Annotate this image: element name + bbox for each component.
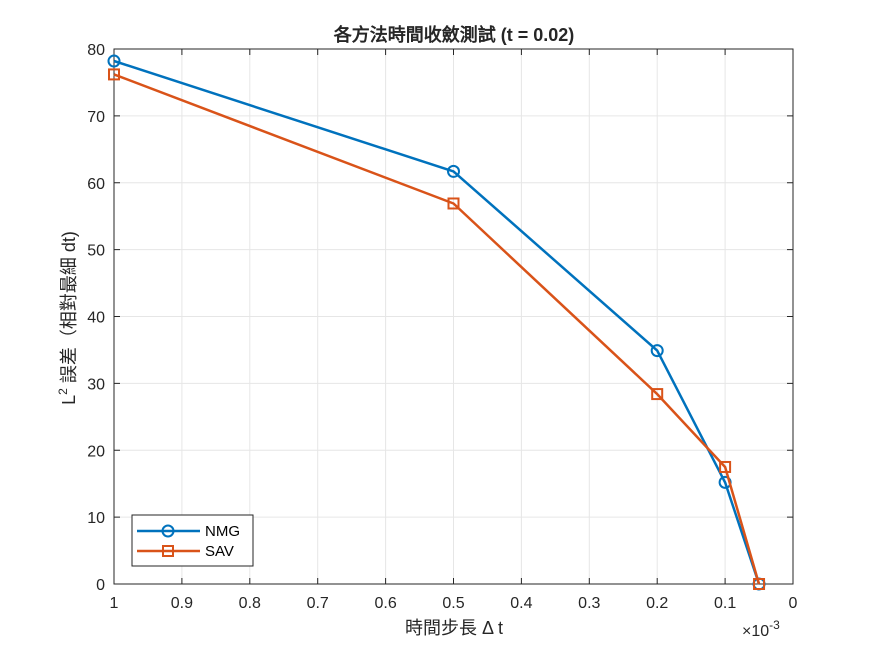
x-axis-label: 時間步長 Δ t	[405, 618, 503, 638]
y-axis-label-sup: 2	[56, 388, 70, 395]
legend-box	[131, 514, 254, 567]
y-tick-label: 60	[87, 176, 105, 193]
chart-title: 各方法時間收斂測試 (t = 0.02)	[333, 24, 575, 45]
y-tick-label: 20	[87, 443, 105, 460]
x-tick-label: 0	[789, 595, 798, 612]
y-tick-label: 80	[87, 42, 105, 59]
x-tick-label: 0.6	[374, 595, 396, 612]
x-tick-label: 0.3	[578, 595, 600, 612]
x-exponent-power: -3	[769, 618, 780, 632]
y-axis-label: L2 誤差（相對最細 dt)	[56, 231, 79, 405]
x-tick-label: 0.2	[646, 595, 668, 612]
x-tick-label: 0.4	[510, 595, 532, 612]
data-point-nmg	[107, 54, 121, 68]
y-tick-label: 50	[87, 243, 105, 260]
y-axis-label-rest: 誤差（相對最細 dt)	[59, 231, 79, 388]
series-line-nmg	[113, 59, 761, 585]
x-exponent-base: ×10	[742, 623, 769, 640]
legend-marker-sav	[162, 545, 174, 557]
legend-marker-nmg	[161, 524, 175, 538]
data-point-sav	[108, 68, 120, 81]
x-tick-label: 0.9	[171, 595, 193, 612]
x-tick-label: 0.1	[714, 595, 736, 612]
y-tick-label: 70	[87, 109, 105, 126]
legend-label-sav: SAV	[205, 543, 234, 560]
data-point-sav	[447, 197, 460, 210]
legend: NMG SAV	[131, 514, 254, 567]
legend-label-nmg: NMG	[205, 523, 240, 540]
x-tick-label: 0.5	[442, 595, 464, 612]
ticks: 1 0.9 0.8 0.7 0.6 0.5 0.4 0.3 0.2 0.1 0 0 10 20 30 40 50…	[87, 42, 797, 612]
x-tick-label: 0.8	[239, 595, 261, 612]
y-tick-label: 30	[87, 376, 105, 393]
data-point-sav	[753, 578, 766, 590]
data-point-nmg	[447, 164, 460, 178]
series-layer	[107, 54, 766, 591]
y-tick-label: 40	[87, 310, 105, 327]
y-tick-label: 0	[96, 577, 105, 594]
y-tick-label: 10	[87, 510, 105, 527]
data-point-nmg	[650, 344, 664, 358]
series-line-sav	[113, 73, 761, 585]
x-tick-label: 0.7	[307, 595, 329, 612]
y-axis-label-main: L	[59, 395, 79, 405]
x-tick-label: 1	[110, 595, 119, 612]
x-exponent: ×10-3	[742, 618, 780, 640]
data-point-sav	[651, 388, 664, 401]
data-point-sav	[719, 460, 732, 473]
